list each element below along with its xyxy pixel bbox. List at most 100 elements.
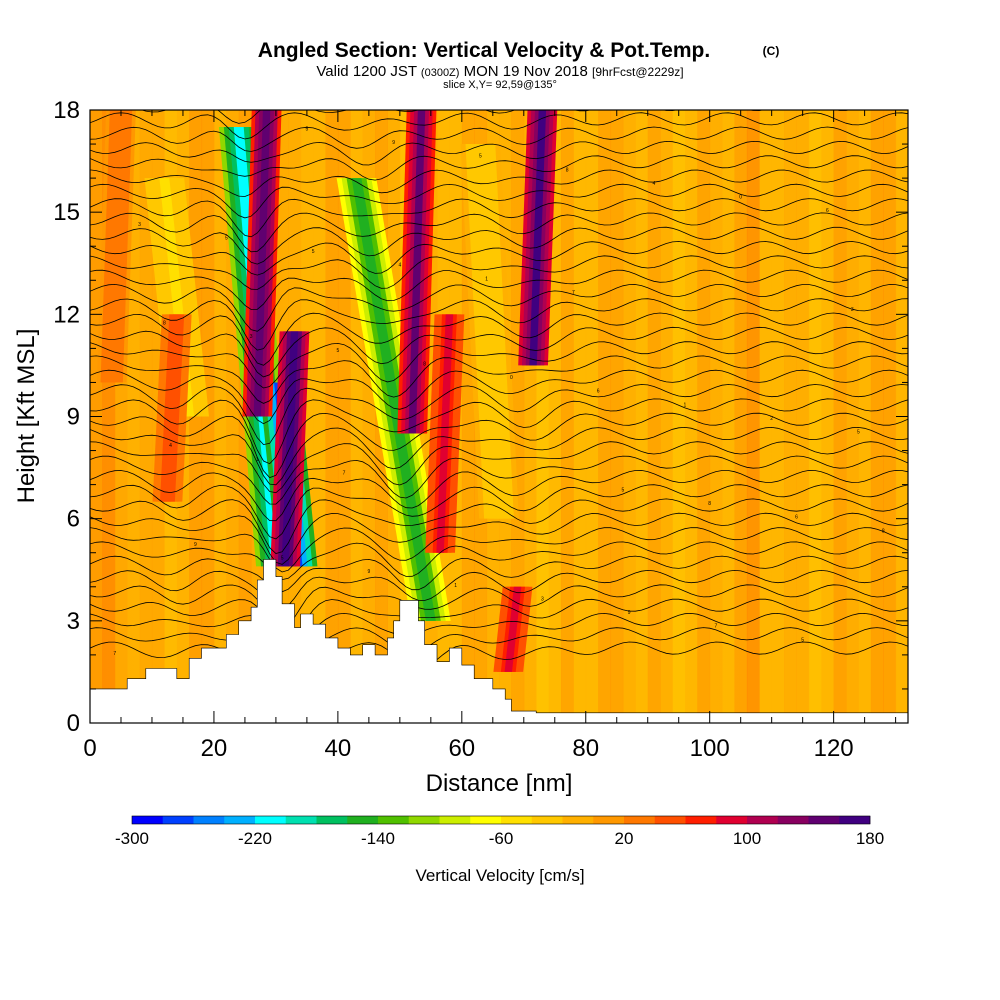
colorbar-swatch xyxy=(747,816,779,824)
subtitle-forecast: [9hrFcst@2229z] xyxy=(592,65,684,79)
vertical-velocity-field xyxy=(90,110,908,723)
updraft-band xyxy=(504,586,522,672)
colorbar-label: Vertical Velocity [cm/s] xyxy=(415,866,584,885)
theta-contour xyxy=(90,355,908,404)
theta-contour xyxy=(90,140,908,166)
theta-contour-label: 3 xyxy=(250,334,253,340)
field-streak xyxy=(833,110,847,723)
field-streak xyxy=(337,110,351,723)
terrain-profile xyxy=(90,559,908,723)
x-tick-label: 100 xyxy=(690,735,730,762)
theta-contour-label: 6 xyxy=(795,515,798,521)
plot-area: 7 7 7 5 1 1 7 4 4 9 5 5 3 2 5 1 1 3 9 6 6 5 0 0 9 8 4 8 5 8 6 3 5 8 8 9 5 3 5 xyxy=(90,110,908,723)
theta-contour-label: 0 xyxy=(739,195,742,201)
theta-contour-label: 3 xyxy=(541,596,544,602)
theta-contour-label: 1 xyxy=(256,457,259,463)
updraft-band xyxy=(529,110,547,366)
theta-contour-label: 7 xyxy=(343,470,346,476)
theta-contour-label: 5 xyxy=(622,487,625,493)
x-tick-label: 60 xyxy=(448,735,475,762)
theta-contour-label: 5 xyxy=(336,348,339,354)
colorbar-swatch xyxy=(347,816,379,824)
x-tick-label: 40 xyxy=(325,735,352,762)
field-streak xyxy=(622,110,636,723)
colorbar-swatch xyxy=(839,816,871,824)
field-streak xyxy=(722,110,735,723)
colorbar-swatch xyxy=(316,816,348,824)
colorbar-tick-label: -220 xyxy=(238,829,272,848)
theta-contour-label: 3 xyxy=(138,222,141,228)
theta-contour xyxy=(90,255,908,290)
updraft-band xyxy=(408,110,426,434)
chart-subtitle: Valid 1200 JST (0300Z) MON 19 Nov 2018 [… xyxy=(316,63,683,80)
subtitle-date: MON 19 Nov 2018 xyxy=(464,63,588,80)
theta-contour xyxy=(90,198,908,238)
colorbar-tick-label: -60 xyxy=(489,829,514,848)
field-streak xyxy=(548,110,562,723)
theta-contour xyxy=(90,169,908,197)
theta-contour-label: 5 xyxy=(801,637,804,643)
field-streak xyxy=(759,110,773,723)
x-tick-label: 80 xyxy=(572,735,599,762)
y-tick-label: 6 xyxy=(67,506,80,533)
theta-contour xyxy=(90,598,908,641)
colorbar-swatch xyxy=(777,816,809,824)
theta-contour-label: 1 xyxy=(454,583,457,589)
colorbar-swatch xyxy=(285,816,317,824)
field-streak xyxy=(808,110,822,723)
colorbar-swatch xyxy=(624,816,656,824)
theta-contour-label: 0 xyxy=(510,375,513,381)
theta-contour xyxy=(90,283,908,332)
field-streak xyxy=(598,110,612,723)
theta-contour-label: 4 xyxy=(653,181,656,187)
theta-contour-label: 5 xyxy=(225,235,228,241)
colorbar-swatch xyxy=(470,816,502,824)
field-streak xyxy=(796,110,810,723)
theta-contour xyxy=(90,527,908,573)
colorbar-swatch xyxy=(255,816,287,824)
field-streak xyxy=(709,110,723,723)
slice-label: slice X,Y= 92,59@135° xyxy=(443,79,557,91)
theta-contour xyxy=(90,555,908,593)
theta-contour xyxy=(90,612,908,652)
theta-contour xyxy=(90,326,908,378)
theta-contour xyxy=(90,126,908,152)
y-tick-label: 9 xyxy=(67,404,80,431)
colorbar-tick-label: 20 xyxy=(615,829,634,848)
theta-contour-label: 7 xyxy=(715,624,718,630)
field-streak xyxy=(697,110,711,723)
copyright-mark: (C) xyxy=(763,44,780,58)
x-axis-label: Distance [nm] xyxy=(426,770,573,797)
y-tick-label: 12 xyxy=(53,301,80,328)
theta-contour-label: 8 xyxy=(163,321,166,327)
theta-contour-label: 6 xyxy=(826,208,829,214)
y-axis-label: Height [Kft MSL] xyxy=(13,329,40,504)
updraft-band xyxy=(253,110,271,417)
theta-contour-label: 9 xyxy=(392,140,395,146)
theta-contour-label: 6 xyxy=(597,389,600,395)
colorbar-tick-label: -300 xyxy=(115,829,149,848)
field-streak xyxy=(511,110,525,723)
theta-contour xyxy=(90,469,908,522)
theta-contour xyxy=(90,241,908,276)
colorbar-swatch xyxy=(531,816,563,824)
theta-contour-label: 9 xyxy=(628,610,631,616)
theta-contour xyxy=(90,569,908,610)
theta-contour xyxy=(90,155,908,181)
colorbar-swatch xyxy=(501,816,533,824)
colorbar-tick-label: 180 xyxy=(856,829,884,848)
theta-contour-label: 4 xyxy=(398,263,401,269)
y-tick-label: 0 xyxy=(67,710,80,737)
y-tick-label: 3 xyxy=(67,608,80,635)
field-streak xyxy=(325,110,339,723)
theta-contour xyxy=(90,384,908,446)
y-tick-label: 18 xyxy=(53,97,80,124)
subtitle-valid: Valid 1200 JST xyxy=(316,63,416,80)
field-streak xyxy=(560,110,574,723)
colorbar-swatch xyxy=(408,816,440,824)
theta-contour xyxy=(90,426,908,486)
theta-contour-label: 3 xyxy=(851,307,854,313)
theta-contour-label: 9 xyxy=(367,569,370,575)
